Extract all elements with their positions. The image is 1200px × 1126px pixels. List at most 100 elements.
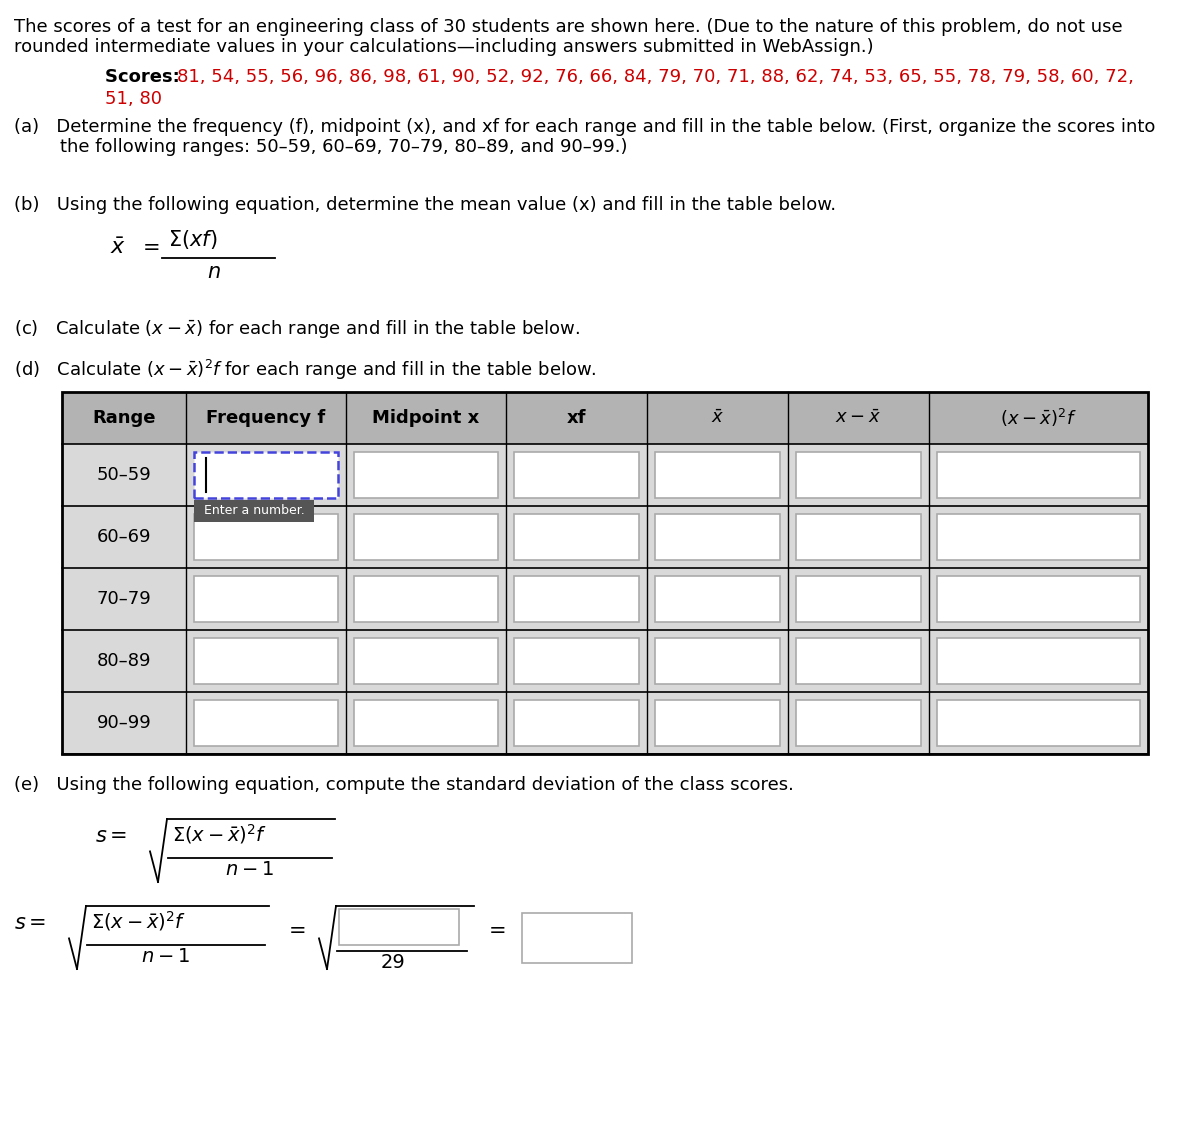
Bar [506, 568, 647, 631]
Bar [506, 444, 647, 506]
Text: 81, 54, 55, 56, 96, 86, 98, 61, 90, 52, 92, 76, 66, 84, 79, 70, 71, 88, 62, 74, : 81, 54, 55, 56, 96, 86, 98, 61, 90, 52, … [178, 68, 1134, 86]
Bar [62, 631, 186, 692]
Text: the following ranges: 50–59, 60–69, 70–79, 80–89, and 90–99.): the following ranges: 50–59, 60–69, 70–7… [14, 138, 628, 157]
Text: $n - 1$: $n - 1$ [142, 947, 190, 966]
Bar [506, 631, 647, 692]
Bar [506, 506, 647, 568]
Text: 90–99: 90–99 [97, 714, 151, 732]
Bar [647, 692, 788, 754]
Bar [514, 577, 640, 622]
Bar [514, 452, 640, 498]
Text: (d)   Calculate $(x - \bar{x})^2f$ for each range and fill in the table below.: (d) Calculate $(x - \bar{x})^2f$ for eac… [14, 358, 596, 382]
Bar [647, 506, 788, 568]
Bar [937, 452, 1140, 498]
Bar [194, 500, 314, 522]
Bar [194, 513, 338, 560]
Bar [655, 452, 780, 498]
Bar [62, 506, 186, 568]
Text: $n - 1$: $n - 1$ [226, 860, 274, 879]
Bar [62, 568, 186, 631]
Text: $=$: $=$ [138, 236, 160, 256]
Bar [929, 631, 1148, 692]
Bar [796, 638, 922, 683]
Bar [62, 444, 186, 506]
Bar [655, 638, 780, 683]
Bar [354, 577, 498, 622]
Text: Enter a number.: Enter a number. [204, 504, 305, 518]
Text: rounded intermediate values in your calculations—including answers submitted in : rounded intermediate values in your calc… [14, 38, 874, 56]
Text: (b)   Using the following equation, determine the mean value (x) and fill in the: (b) Using the following equation, determ… [14, 196, 836, 214]
Text: xf: xf [566, 409, 587, 427]
Text: $=$: $=$ [484, 919, 505, 939]
Text: $s =$: $s =$ [95, 826, 127, 846]
Bar [62, 392, 1148, 754]
Bar [937, 700, 1140, 747]
Bar [346, 692, 506, 754]
Bar [354, 638, 498, 683]
Text: $\bar{x}$: $\bar{x}$ [110, 238, 126, 258]
Bar [186, 506, 346, 568]
Bar [514, 700, 640, 747]
Bar [796, 700, 922, 747]
Text: $n$: $n$ [208, 262, 221, 282]
Text: $=$: $=$ [284, 919, 306, 939]
Text: $(x - \bar{x})^2f$: $(x - \bar{x})^2f$ [1000, 406, 1076, 429]
Bar [346, 568, 506, 631]
Text: $x - \bar{x}$: $x - \bar{x}$ [835, 409, 882, 427]
Bar [937, 638, 1140, 683]
Bar [354, 452, 498, 498]
Bar [186, 692, 346, 754]
Bar [929, 506, 1148, 568]
Bar [354, 513, 498, 560]
Bar [522, 913, 632, 963]
Bar [346, 631, 506, 692]
Bar [647, 631, 788, 692]
Bar [937, 577, 1140, 622]
Bar [186, 631, 346, 692]
Text: 51, 80: 51, 80 [106, 90, 162, 108]
Bar [62, 692, 186, 754]
Text: Frequency f: Frequency f [206, 409, 325, 427]
Bar [788, 631, 929, 692]
Bar [514, 638, 640, 683]
Text: Scores:: Scores: [106, 68, 186, 86]
Bar [514, 513, 640, 560]
Text: (a)   Determine the frequency (f), midpoint (x), and xf for each range and fill : (a) Determine the frequency (f), midpoin… [14, 118, 1156, 136]
Bar [788, 568, 929, 631]
Text: $\Sigma(xf)$: $\Sigma(xf)$ [168, 227, 217, 251]
Text: (c)   Calculate $(x - \bar{x})$ for each range and fill in the table below.: (c) Calculate $(x - \bar{x})$ for each r… [14, 318, 580, 340]
Bar [788, 692, 929, 754]
Bar [937, 513, 1140, 560]
Bar [655, 700, 780, 747]
Bar [194, 577, 338, 622]
Bar [929, 444, 1148, 506]
Bar [655, 577, 780, 622]
Text: Midpoint x: Midpoint x [372, 409, 480, 427]
Bar [788, 444, 929, 506]
Text: 70–79: 70–79 [97, 590, 151, 608]
Bar [929, 692, 1148, 754]
Text: 29: 29 [382, 953, 406, 972]
Bar [788, 506, 929, 568]
Text: Range: Range [92, 409, 156, 427]
Bar [796, 577, 922, 622]
Text: $\bar{x}$: $\bar{x}$ [710, 409, 724, 427]
Bar [647, 568, 788, 631]
Bar [186, 568, 346, 631]
Text: 80–89: 80–89 [97, 652, 151, 670]
Bar [194, 638, 338, 683]
Text: The scores of a test for an engineering class of 30 students are shown here. (Du: The scores of a test for an engineering … [14, 18, 1123, 36]
Text: 50–59: 50–59 [97, 466, 151, 484]
Bar [194, 700, 338, 747]
Bar [62, 392, 1148, 444]
Bar [354, 700, 498, 747]
Bar [194, 452, 338, 498]
Bar [796, 513, 922, 560]
Bar [340, 909, 458, 945]
Bar [796, 452, 922, 498]
Text: $s =$: $s =$ [14, 913, 47, 933]
Text: $\Sigma(x - \bar{x})^2f$: $\Sigma(x - \bar{x})^2f$ [172, 822, 268, 846]
Text: (e)   Using the following equation, compute the standard deviation of the class : (e) Using the following equation, comput… [14, 776, 794, 794]
Bar [647, 444, 788, 506]
Bar [186, 444, 346, 506]
